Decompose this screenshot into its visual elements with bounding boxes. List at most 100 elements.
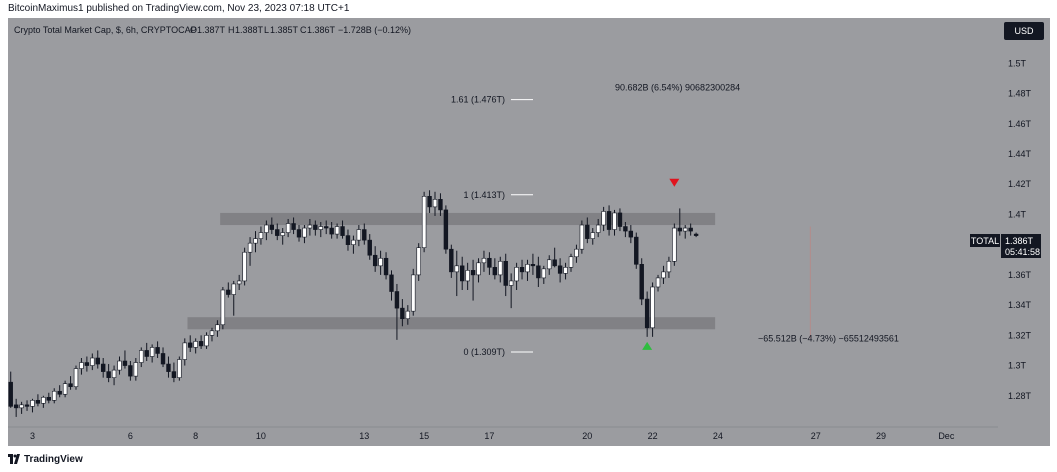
- candle-92: [508, 273, 514, 309]
- candle-96: [530, 253, 536, 275]
- bearish-arrow-icon: [669, 178, 680, 187]
- candle-body-37: [209, 330, 215, 336]
- candle-11: [68, 376, 73, 390]
- candle-body-31: [177, 359, 182, 378]
- candle-body-70: [389, 274, 394, 292]
- currency-button[interactable]: USD: [1004, 22, 1044, 40]
- ohlc-l: 1.385T: [270, 25, 299, 35]
- candle-body-35: [198, 341, 204, 347]
- fib-label-0: 1.61 (1.476T): [451, 95, 505, 105]
- price-tick-9: 1.32T: [1008, 330, 1032, 340]
- candle-body-104: [574, 248, 579, 258]
- candle-27: [155, 341, 160, 358]
- candle-106: [585, 217, 590, 244]
- time-tick-9: 24: [713, 431, 723, 441]
- candle-body-89: [492, 267, 498, 276]
- candle-body-55: [307, 224, 313, 229]
- time-tick-6: 17: [484, 431, 494, 441]
- candle-body-18: [106, 371, 111, 378]
- candle-body-14: [84, 362, 90, 366]
- price-tick-11: 1.28T: [1008, 391, 1032, 401]
- candle-101: [557, 258, 563, 283]
- time-tick-0: 3: [30, 431, 35, 441]
- candle-6: [41, 395, 46, 408]
- candle-79: [438, 193, 443, 216]
- candle-body-82: [454, 265, 459, 273]
- candle-body-41: [231, 283, 236, 295]
- candle-85: [470, 259, 476, 301]
- candle-55: [307, 218, 313, 236]
- candle-118: [650, 282, 655, 337]
- candle-17: [100, 358, 106, 378]
- candle-95: [525, 259, 530, 281]
- candle-body-65: [362, 229, 367, 241]
- candle-99: [547, 255, 552, 275]
- candle-body-84: [465, 270, 470, 282]
- range-zone-0: [220, 212, 716, 226]
- chart-panel[interactable]: 1.61 (1.476T) 1 (1.413T) 0 (1.309T) 90.682…: [8, 18, 1050, 446]
- price-tick-3: 1.44T: [1008, 149, 1032, 159]
- symbol-label: TOTAL: [971, 236, 999, 246]
- candle-39: [220, 286, 226, 330]
- candle-9: [57, 385, 62, 398]
- candle-body-99: [547, 259, 552, 270]
- candle-2: [19, 401, 24, 414]
- candle-body-107: [590, 232, 595, 239]
- footer: TradingView: [0, 448, 1057, 472]
- candle-body-96: [530, 264, 536, 267]
- candle-body-5: [35, 400, 41, 404]
- candle-122: [672, 223, 677, 266]
- candle-body-105: [579, 224, 585, 250]
- candle-64: [356, 225, 362, 247]
- candle-56: [313, 220, 318, 236]
- candle-body-7: [46, 396, 52, 401]
- candle-body-97: [536, 265, 541, 279]
- candle-body-43: [242, 251, 247, 282]
- candle-body-81: [449, 248, 454, 273]
- candle-body-47: [264, 224, 269, 233]
- candle-70: [389, 270, 394, 301]
- candle-33: [188, 335, 193, 352]
- candle-59: [329, 222, 334, 239]
- candle-body-119: [655, 277, 661, 288]
- candle-body-11: [68, 383, 73, 388]
- candle-89: [492, 258, 498, 280]
- candlestick-chart[interactable]: 1.61 (1.476T) 1 (1.413T) 0 (1.309T) 90.682…: [8, 18, 1050, 446]
- candle-120: [661, 265, 666, 284]
- candle-67: [372, 246, 378, 272]
- time-tick-10: 27: [811, 431, 821, 441]
- candle-52: [291, 217, 296, 235]
- candle-body-121: [666, 260, 672, 273]
- ohlc-c: 1.386T: [307, 25, 336, 35]
- candle-body-64: [356, 229, 362, 241]
- candle-90: [498, 256, 503, 283]
- footer-brand: TradingView: [24, 454, 83, 465]
- publish-info: BitcoinMaximus1 published on TradingView…: [8, 3, 350, 14]
- publish-header: BitcoinMaximus1 published on TradingView…: [0, 0, 1057, 18]
- candle-68: [378, 250, 383, 275]
- currency-button-label[interactable]: USD: [1014, 26, 1034, 36]
- price-tick-1: 1.48T: [1008, 89, 1032, 99]
- candle-119: [655, 274, 661, 292]
- candle-100: [552, 247, 557, 268]
- candle-body-28: [160, 353, 166, 365]
- candle-body-80: [443, 209, 449, 250]
- time-tick-4: 13: [359, 431, 369, 441]
- price-tick-10: 1.3T: [1008, 361, 1027, 371]
- candle-body-93: [514, 267, 519, 282]
- candle-body-48: [269, 224, 275, 230]
- candle-body-8: [52, 390, 57, 401]
- fib-layer: 1.61 (1.476T) 1 (1.413T) 0 (1.309T): [451, 95, 533, 357]
- price-tick-5: 1.4T: [1008, 209, 1027, 219]
- candle-body-103: [568, 256, 574, 268]
- candle-34: [193, 338, 198, 354]
- candle-body-90: [498, 260, 503, 276]
- candle-13: [79, 358, 84, 375]
- candle-114: [628, 225, 634, 244]
- candle-87: [481, 250, 487, 272]
- candle-body-113: [623, 226, 628, 232]
- candle-body-125: [688, 227, 693, 232]
- candle-body-0: [8, 381, 13, 407]
- candle-body-40: [226, 289, 231, 295]
- candle-72: [400, 299, 405, 327]
